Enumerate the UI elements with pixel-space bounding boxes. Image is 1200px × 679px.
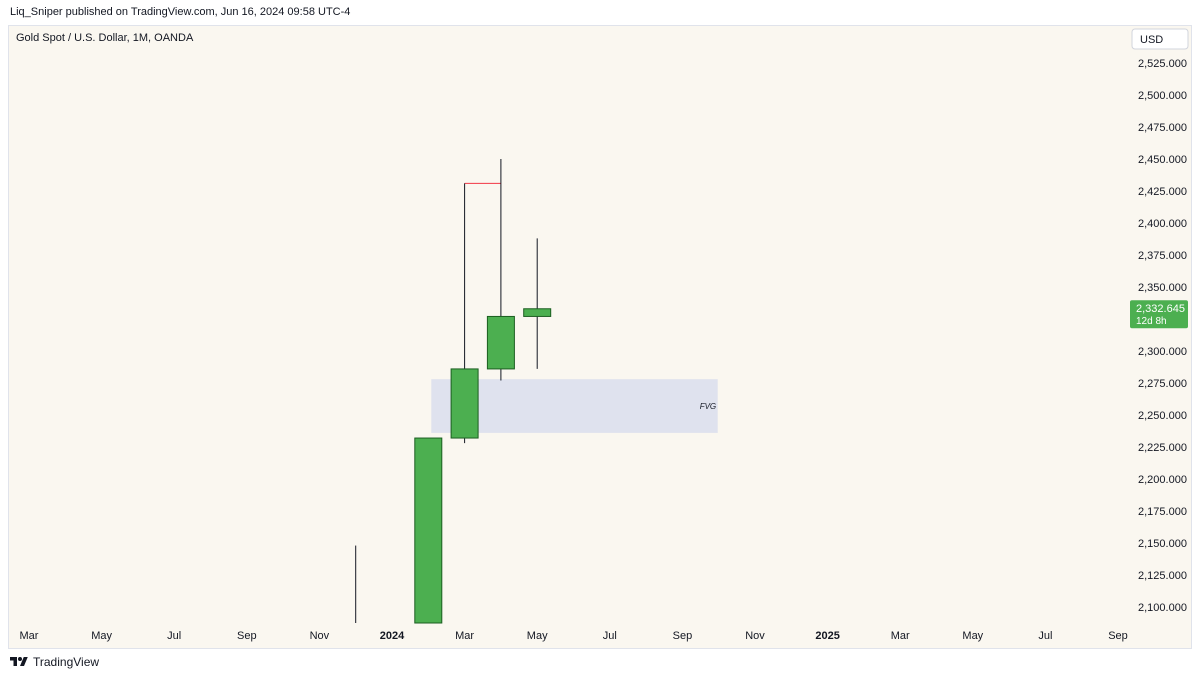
tradingview-logo-icon xyxy=(10,657,28,666)
y-axis: 2,100.000 2,125.000 2,150.000 2,175.000 2,20… xyxy=(1138,58,1187,614)
chart-canvas[interactable]: Gold Spot / U.S. Dollar, 1M, OANDA USD F… xyxy=(8,25,1192,649)
candles-layer xyxy=(355,159,552,624)
x-tick-label: 2025 xyxy=(815,630,839,642)
x-tick-label: Sep xyxy=(237,630,257,642)
x-tick-label: May xyxy=(527,630,548,642)
x-tick-label: Jul xyxy=(167,630,181,642)
candle-body xyxy=(414,437,443,624)
last-price-badge xyxy=(1130,300,1188,329)
x-tick-label: Mar xyxy=(455,630,474,642)
y-tick-label: 2,400.000 xyxy=(1138,218,1187,230)
x-tick-label: 2024 xyxy=(380,630,405,642)
x-tick-label: May xyxy=(962,630,983,642)
y-tick-label: 2,350.000 xyxy=(1138,282,1187,294)
x-tick-label: Sep xyxy=(1108,630,1128,642)
x-tick-label: Jul xyxy=(603,630,617,642)
chart-frame xyxy=(8,25,1192,649)
x-tick-label: Sep xyxy=(673,630,693,642)
fvg-zone xyxy=(431,379,718,433)
footer: TradingView xyxy=(9,655,99,669)
y-tick-label: 2,375.000 xyxy=(1138,250,1187,262)
x-tick-label: Mar xyxy=(20,630,39,642)
x-tick-label: Mar xyxy=(891,630,910,642)
candle-body xyxy=(486,315,515,370)
y-tick-label: 2,150.000 xyxy=(1138,538,1187,550)
y-tick-label: 2,475.000 xyxy=(1138,122,1187,134)
publisher-line: Liq_Sniper published on TradingView.com,… xyxy=(10,6,351,18)
y-tick-label: 2,200.000 xyxy=(1138,474,1187,486)
last-price-value: 2,332.645 xyxy=(1136,303,1185,315)
last-price-countdown: 12d 8h xyxy=(1136,316,1167,327)
y-tick-label: 2,125.000 xyxy=(1138,570,1187,582)
fvg-zone-layer: FVG xyxy=(431,379,718,433)
candle-body xyxy=(450,368,479,439)
x-axis: Mar May Jul Sep Nov 2024 Mar May Jul Sep Nov 2025 Ma… xyxy=(20,630,1128,642)
y-tick-label: 2,300.000 xyxy=(1138,346,1187,358)
footer-brand: TradingView xyxy=(33,655,100,669)
y-tick-label: 2,100.000 xyxy=(1138,602,1187,614)
candle-body xyxy=(523,308,552,317)
y-tick-label: 2,275.000 xyxy=(1138,378,1187,390)
x-tick-label: Nov xyxy=(310,630,330,642)
currency-button[interactable]: USD xyxy=(1131,28,1189,50)
fvg-label: FVG xyxy=(700,402,716,411)
chart-title: Gold Spot / U.S. Dollar, 1M, OANDA xyxy=(16,32,194,44)
x-tick-label: Nov xyxy=(745,630,765,642)
x-tick-label: Jul xyxy=(1038,630,1052,642)
y-tick-label: 2,250.000 xyxy=(1138,410,1187,422)
currency-label: USD xyxy=(1140,34,1163,46)
y-tick-label: 2,175.000 xyxy=(1138,506,1187,518)
y-tick-label: 2,525.000 xyxy=(1138,58,1187,70)
y-tick-label: 2,500.000 xyxy=(1138,90,1187,102)
x-tick-label: May xyxy=(91,630,112,642)
y-tick-label: 2,450.000 xyxy=(1138,154,1187,166)
y-tick-label: 2,225.000 xyxy=(1138,442,1187,454)
y-tick-label: 2,425.000 xyxy=(1138,186,1187,198)
